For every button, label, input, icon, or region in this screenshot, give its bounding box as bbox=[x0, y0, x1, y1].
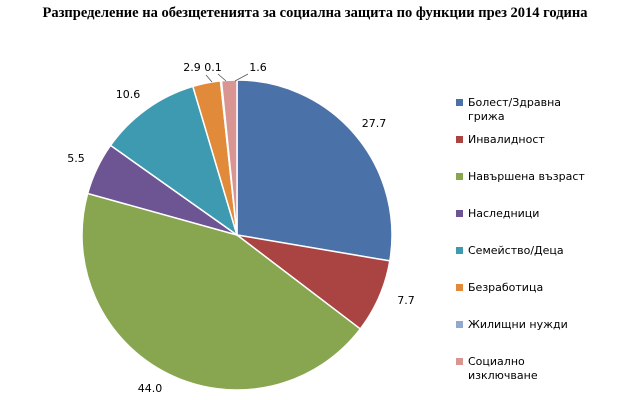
legend-label-6: Безработица bbox=[468, 281, 544, 294]
data-label-6: 2.9 bbox=[183, 61, 201, 74]
data-label-4: 5.5 bbox=[67, 152, 85, 165]
legend-label-2: Инвалидност bbox=[468, 133, 545, 146]
legend-swatch-6 bbox=[456, 284, 463, 291]
chart-title: Разпределение на обезщетенията за социал… bbox=[42, 5, 588, 21]
data-label-5: 10.6 bbox=[116, 88, 141, 101]
data-label-7: 0.1 bbox=[204, 61, 222, 74]
data-label-8: 1.6 bbox=[249, 61, 267, 74]
legend-label-5: Семейство/Деца bbox=[468, 244, 564, 257]
legend-label-8: Социално изключване bbox=[468, 355, 538, 382]
legend-swatch-5 bbox=[456, 247, 463, 254]
legend-swatch-4 bbox=[456, 210, 463, 217]
legend-item-3: Навършена възраст bbox=[456, 170, 588, 184]
legend-item-6: Безработица bbox=[456, 281, 588, 295]
leader-line-7 bbox=[217, 73, 227, 82]
pie-slice-5 bbox=[109, 85, 239, 237]
legend-item-1: Болест/Здравна грижа bbox=[456, 96, 588, 124]
legend-swatch-2 bbox=[456, 136, 463, 143]
leader-line-6 bbox=[205, 74, 213, 83]
legend-label-3: Навършена възраст bbox=[468, 170, 585, 183]
leader-line-8 bbox=[234, 73, 249, 82]
data-label-3: 44.0 bbox=[138, 382, 163, 395]
legend-swatch-7 bbox=[456, 321, 463, 328]
legend-swatch-8 bbox=[456, 358, 463, 365]
legend-swatch-3 bbox=[456, 173, 463, 180]
data-label-2: 7.7 bbox=[397, 294, 415, 307]
legend-item-8: Социално изключване bbox=[456, 355, 588, 383]
legend-label-4: Наследници bbox=[468, 207, 540, 220]
legend-item-7: Жилищни нужди bbox=[456, 318, 588, 332]
legend-item-5: Семейство/Деца bbox=[456, 244, 588, 258]
legend-swatch-1 bbox=[456, 99, 463, 106]
pie-slice-1 bbox=[236, 79, 393, 262]
legend-item-2: Инвалидност bbox=[456, 133, 588, 147]
legend-item-4: Наследници bbox=[456, 207, 588, 221]
data-label-1: 27.7 bbox=[362, 117, 387, 130]
pie-slice-3 bbox=[81, 192, 362, 391]
legend-label-1: Болест/Здравна грижа bbox=[468, 96, 562, 123]
legend-label-7: Жилищни нужди bbox=[468, 318, 568, 331]
